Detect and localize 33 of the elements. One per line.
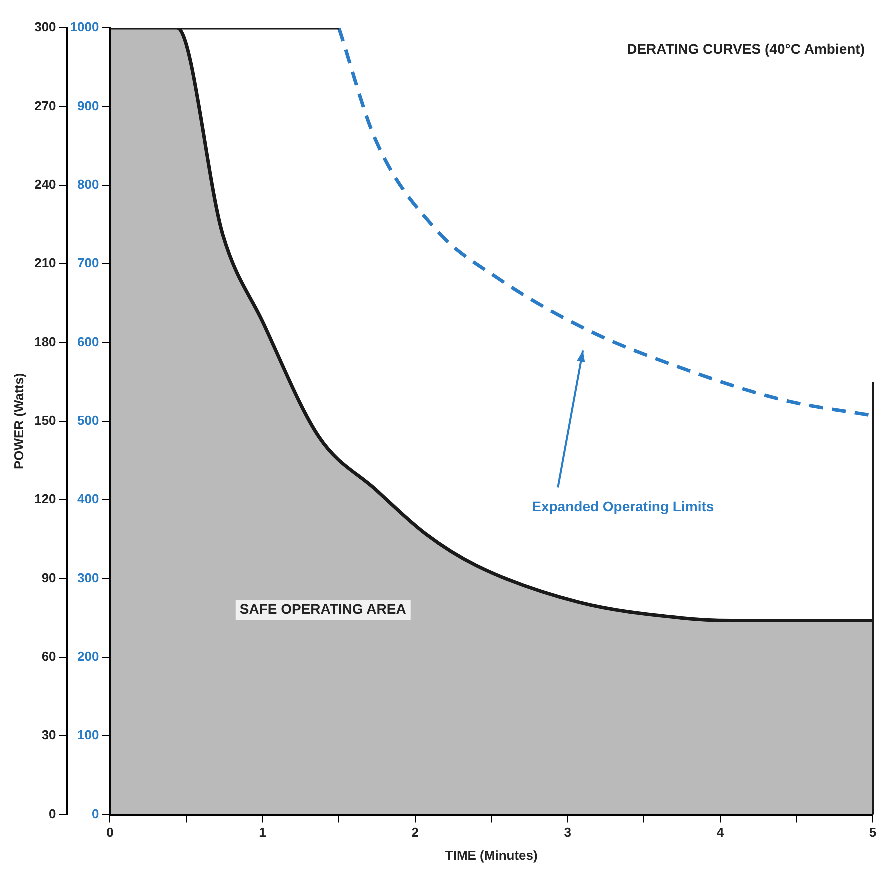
x-tick-label: 1: [259, 825, 266, 840]
x-tick-label: 3: [564, 825, 572, 840]
y-tick-label: 90: [42, 570, 56, 586]
y2-tick-label: 400: [78, 492, 100, 507]
y-tick-label: 300: [34, 20, 56, 35]
y-tick-label: 30: [42, 728, 56, 743]
y-tick-label: 120: [34, 492, 56, 507]
y-tick-label: 150: [34, 412, 56, 428]
y-tick-label: 210: [34, 256, 56, 271]
y2-tick-label: 300: [78, 570, 100, 586]
y-tick-label: 240: [34, 176, 56, 192]
y2-tick-label: 600: [78, 334, 100, 350]
x-tick-label: 2: [412, 825, 419, 840]
y-tick-label: 180: [34, 334, 56, 350]
y2-tick-label: 500: [78, 412, 100, 428]
annotation: Expanded Operating Limits: [532, 498, 714, 515]
y-tick-label: 60: [42, 649, 56, 664]
y2-tick-label: 0: [92, 806, 100, 822]
y2-tick-label: 700: [78, 256, 100, 271]
y2-tick-label: 1000: [70, 20, 100, 35]
y2-tick-label: 900: [78, 98, 100, 114]
y-tick-label: 0: [49, 806, 56, 822]
x-axis-title: TIME (Minutes): [445, 848, 538, 863]
annotation: SAFE OPERATING AREA: [240, 601, 406, 618]
y-axis-title: POWER (Watts): [11, 373, 26, 470]
x-tick-label: 4: [716, 825, 725, 840]
y2-tick-label: 200: [78, 649, 100, 664]
y2-tick-label: 800: [78, 176, 100, 192]
text: DERATING CURVES (40°C Ambient): [627, 40, 865, 57]
y-tick-label: 270: [34, 98, 56, 114]
y2-tick-label: 100: [78, 728, 100, 743]
x-tick-label: 5: [869, 825, 877, 840]
x-tick-label: 0: [106, 825, 114, 840]
